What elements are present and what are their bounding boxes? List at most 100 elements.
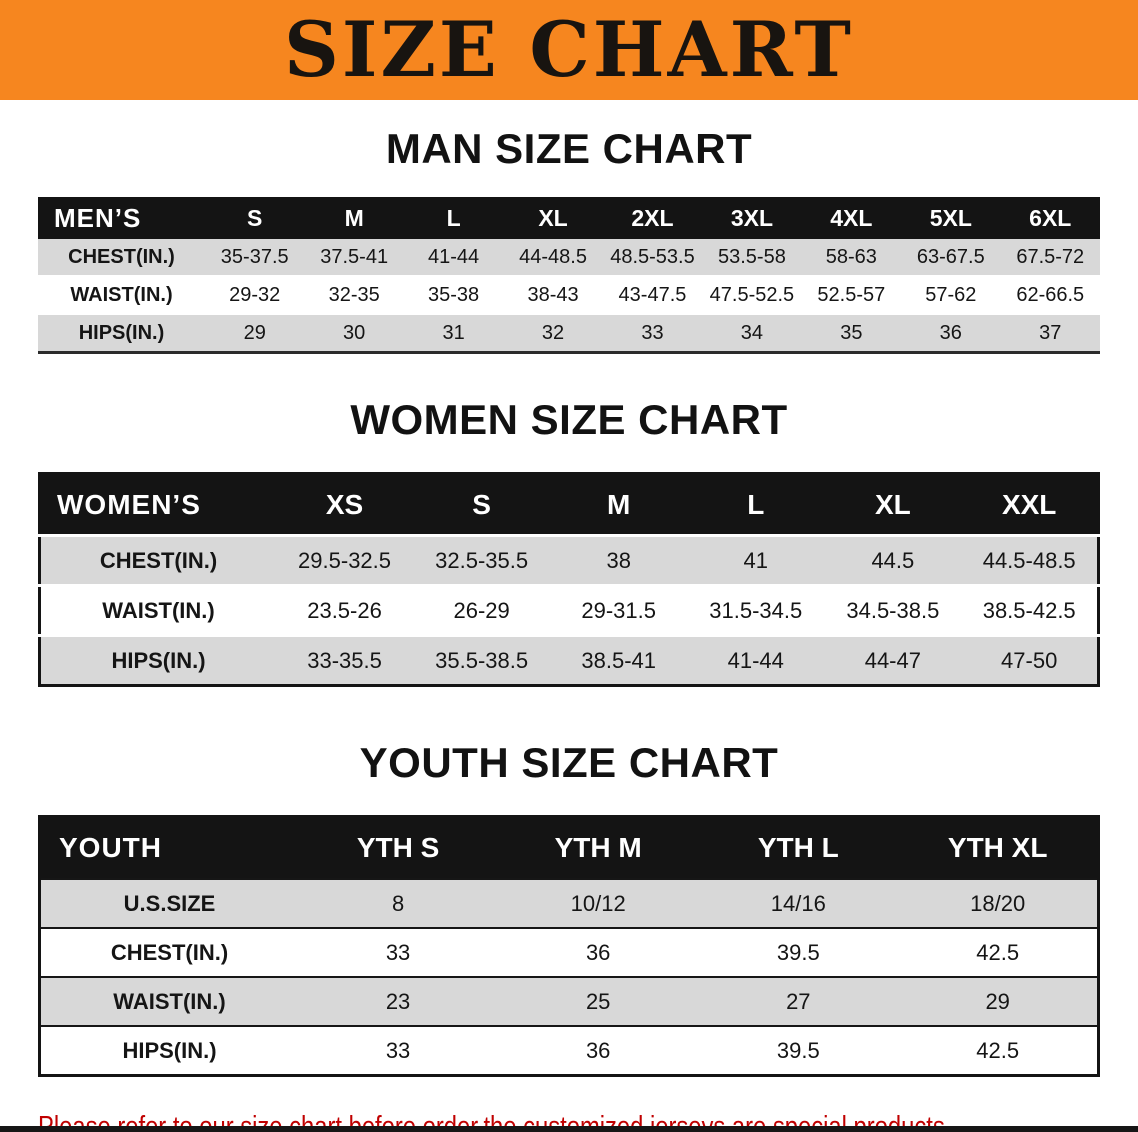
value-cell: 43-47.5 [618,283,687,306]
bottom-border [0,1126,1138,1132]
value-cell: 29 [985,988,1010,1014]
value-cell: 27 [786,988,811,1014]
size-column-header: YTH XL [898,816,1099,880]
value-cell: 37.5-41 [320,245,389,268]
size-column-header: 6XL [1000,197,1100,240]
row-label-cell: HIPS(IN.) [111,647,206,673]
value-cell: 35.5-38.5 [435,647,529,673]
value-cell: 35-38 [428,283,480,306]
youth-section: YOUTH SIZE CHART YOUTH YTH S YTH M YTH L YTH… [0,741,1138,1078]
table-title-cell: YOUTH [39,816,298,880]
women-section: WOMEN SIZE CHART WOMEN’S XS S M L XL XXL CHEST(… [0,396,1138,688]
row-label-cell: CHEST(IN.) [68,245,175,268]
size-column-header: XS [276,473,414,536]
value-cell: 47.5-52.5 [709,283,795,306]
men-section: MAN SIZE CHART MEN’S S M L XL 2XL 3XL 4XL 5XL 6XL… [0,125,1138,355]
size-column-header: 4XL [801,197,902,240]
value-cell: 10/12 [570,890,626,916]
size-column-header: XXL [961,473,1099,536]
value-cell: 32-35 [328,283,380,306]
value-cell: 58-63 [825,245,877,268]
value-cell: 23.5-26 [307,597,382,623]
size-column-header: XL [503,197,603,240]
row-label-cell: HIPS(IN.) [78,321,165,344]
size-column-header: L [687,473,825,536]
value-cell: 25 [585,988,611,1014]
youth-size-table: YOUTH YTH S YTH M YTH L YTH XL U.S.SIZE 8 10/12… [38,815,1100,1078]
size-column-header: YTH L [698,816,899,880]
value-cell: 41-44 [428,245,480,268]
value-cell: 32 [541,321,565,344]
row-label-cell: U.S.SIZE [123,890,216,916]
value-cell: 39.5 [776,939,820,965]
value-cell: 44-48.5 [519,245,587,268]
value-cell: 36 [585,1037,611,1063]
size-column-header: S [205,197,305,240]
value-cell: 29-32 [229,283,281,306]
value-cell: 8 [391,890,405,916]
value-cell: 35 [840,321,863,344]
row-label-cell: WAIST(IN.) [113,988,226,1014]
value-cell: 42.5 [976,1037,1020,1063]
value-cell: 38.5-41 [581,647,656,673]
value-cell: 67.5-72 [1016,245,1085,268]
value-cell: 44.5 [871,547,915,573]
value-cell: 42.5 [976,939,1020,965]
row-label-cell: WAIST(IN.) [102,597,215,623]
value-cell: 47-50 [1001,647,1058,673]
value-cell: 53.5-58 [717,245,786,268]
size-column-header: S [413,473,551,536]
size-column-header: 3XL [702,197,802,240]
value-cell: 38-43 [527,283,579,306]
value-cell: 26-29 [453,597,510,623]
value-cell: 34.5-38.5 [846,597,940,623]
banner: SIZE CHART [0,0,1138,100]
value-cell: 18/20 [970,890,1026,916]
value-cell: 36 [585,939,611,965]
value-cell: 39.5 [776,1037,820,1063]
size-column-header: YTH S [298,816,499,880]
mens-size-table: MEN’S S M L XL 2XL 3XL 4XL 5XL 6XL CHEST(IN.) 35-37… [38,197,1100,355]
measurement-row: CHEST(IN.) 29.5-32.5 32.5-35.5 38 41 44.5 44.5… [39,535,1099,586]
value-cell: 33-35.5 [307,647,382,673]
table-header-row: MEN’S S M L XL 2XL 3XL 4XL 5XL 6XL [38,197,1100,240]
value-cell: 57-62 [925,283,977,306]
value-cell: 31 [442,321,465,344]
value-cell: 31.5-34.5 [709,597,803,623]
value-cell: 29.5-32.5 [298,547,392,573]
row-label-cell: WAIST(IN.) [70,283,173,306]
measurement-row: CHEST(IN.) 33 36 39.5 42.5 [39,928,1099,978]
value-cell: 29-31.5 [581,597,656,623]
value-cell: 14/16 [770,890,826,916]
value-cell: 38.5-42.5 [982,597,1076,623]
row-label-cell: CHEST(IN.) [99,547,218,573]
table-title-cell: WOMEN’S [39,473,276,536]
women-section-heading: WOMEN SIZE CHART [350,396,788,444]
measurement-row: CHEST(IN.) 35-37.5 37.5-41 41-44 44-48.5 48.5… [38,239,1100,277]
size-column-header: M [550,473,688,536]
table-title-cell: MEN’S [38,197,205,240]
row-label-cell: CHEST(IN.) [110,939,229,965]
value-cell: 38 [606,547,631,573]
size-column-header: M [304,197,404,240]
value-cell: 33 [385,939,411,965]
value-cell: 33 [385,1037,411,1063]
measurement-row: HIPS(IN.) 33 36 39.5 42.5 [39,1026,1099,1076]
page-title: SIZE CHART [284,5,854,94]
value-cell: 44.5-48.5 [982,547,1076,573]
value-cell: 23 [385,988,411,1014]
men-section-heading: MAN SIZE CHART [385,125,753,172]
table-header-row: YOUTH YTH S YTH M YTH L YTH XL [39,816,1099,880]
measurement-row: U.S.SIZE 8 10/12 14/16 18/20 [39,879,1099,929]
measurement-row: WAIST(IN.) 23.5-26 26-29 29-31.5 31.5-34.5 34… [39,585,1099,636]
measurement-row: HIPS(IN.) 29 30 31 32 33 34 35 36 37 [38,314,1100,353]
table-header-row: WOMEN’S XS S M L XL XXL [39,473,1099,536]
size-column-header: L [403,197,504,240]
value-cell: 41 [743,547,769,573]
value-cell: 34 [740,321,764,344]
value-cell: 32.5-35.5 [435,547,529,573]
womens-size-table: WOMEN’S XS S M L XL XXL CHEST(IN.) 29.5-32.5 32.5… [38,472,1100,688]
size-column-header: 5XL [901,197,1001,240]
value-cell: 37 [1039,321,1062,344]
